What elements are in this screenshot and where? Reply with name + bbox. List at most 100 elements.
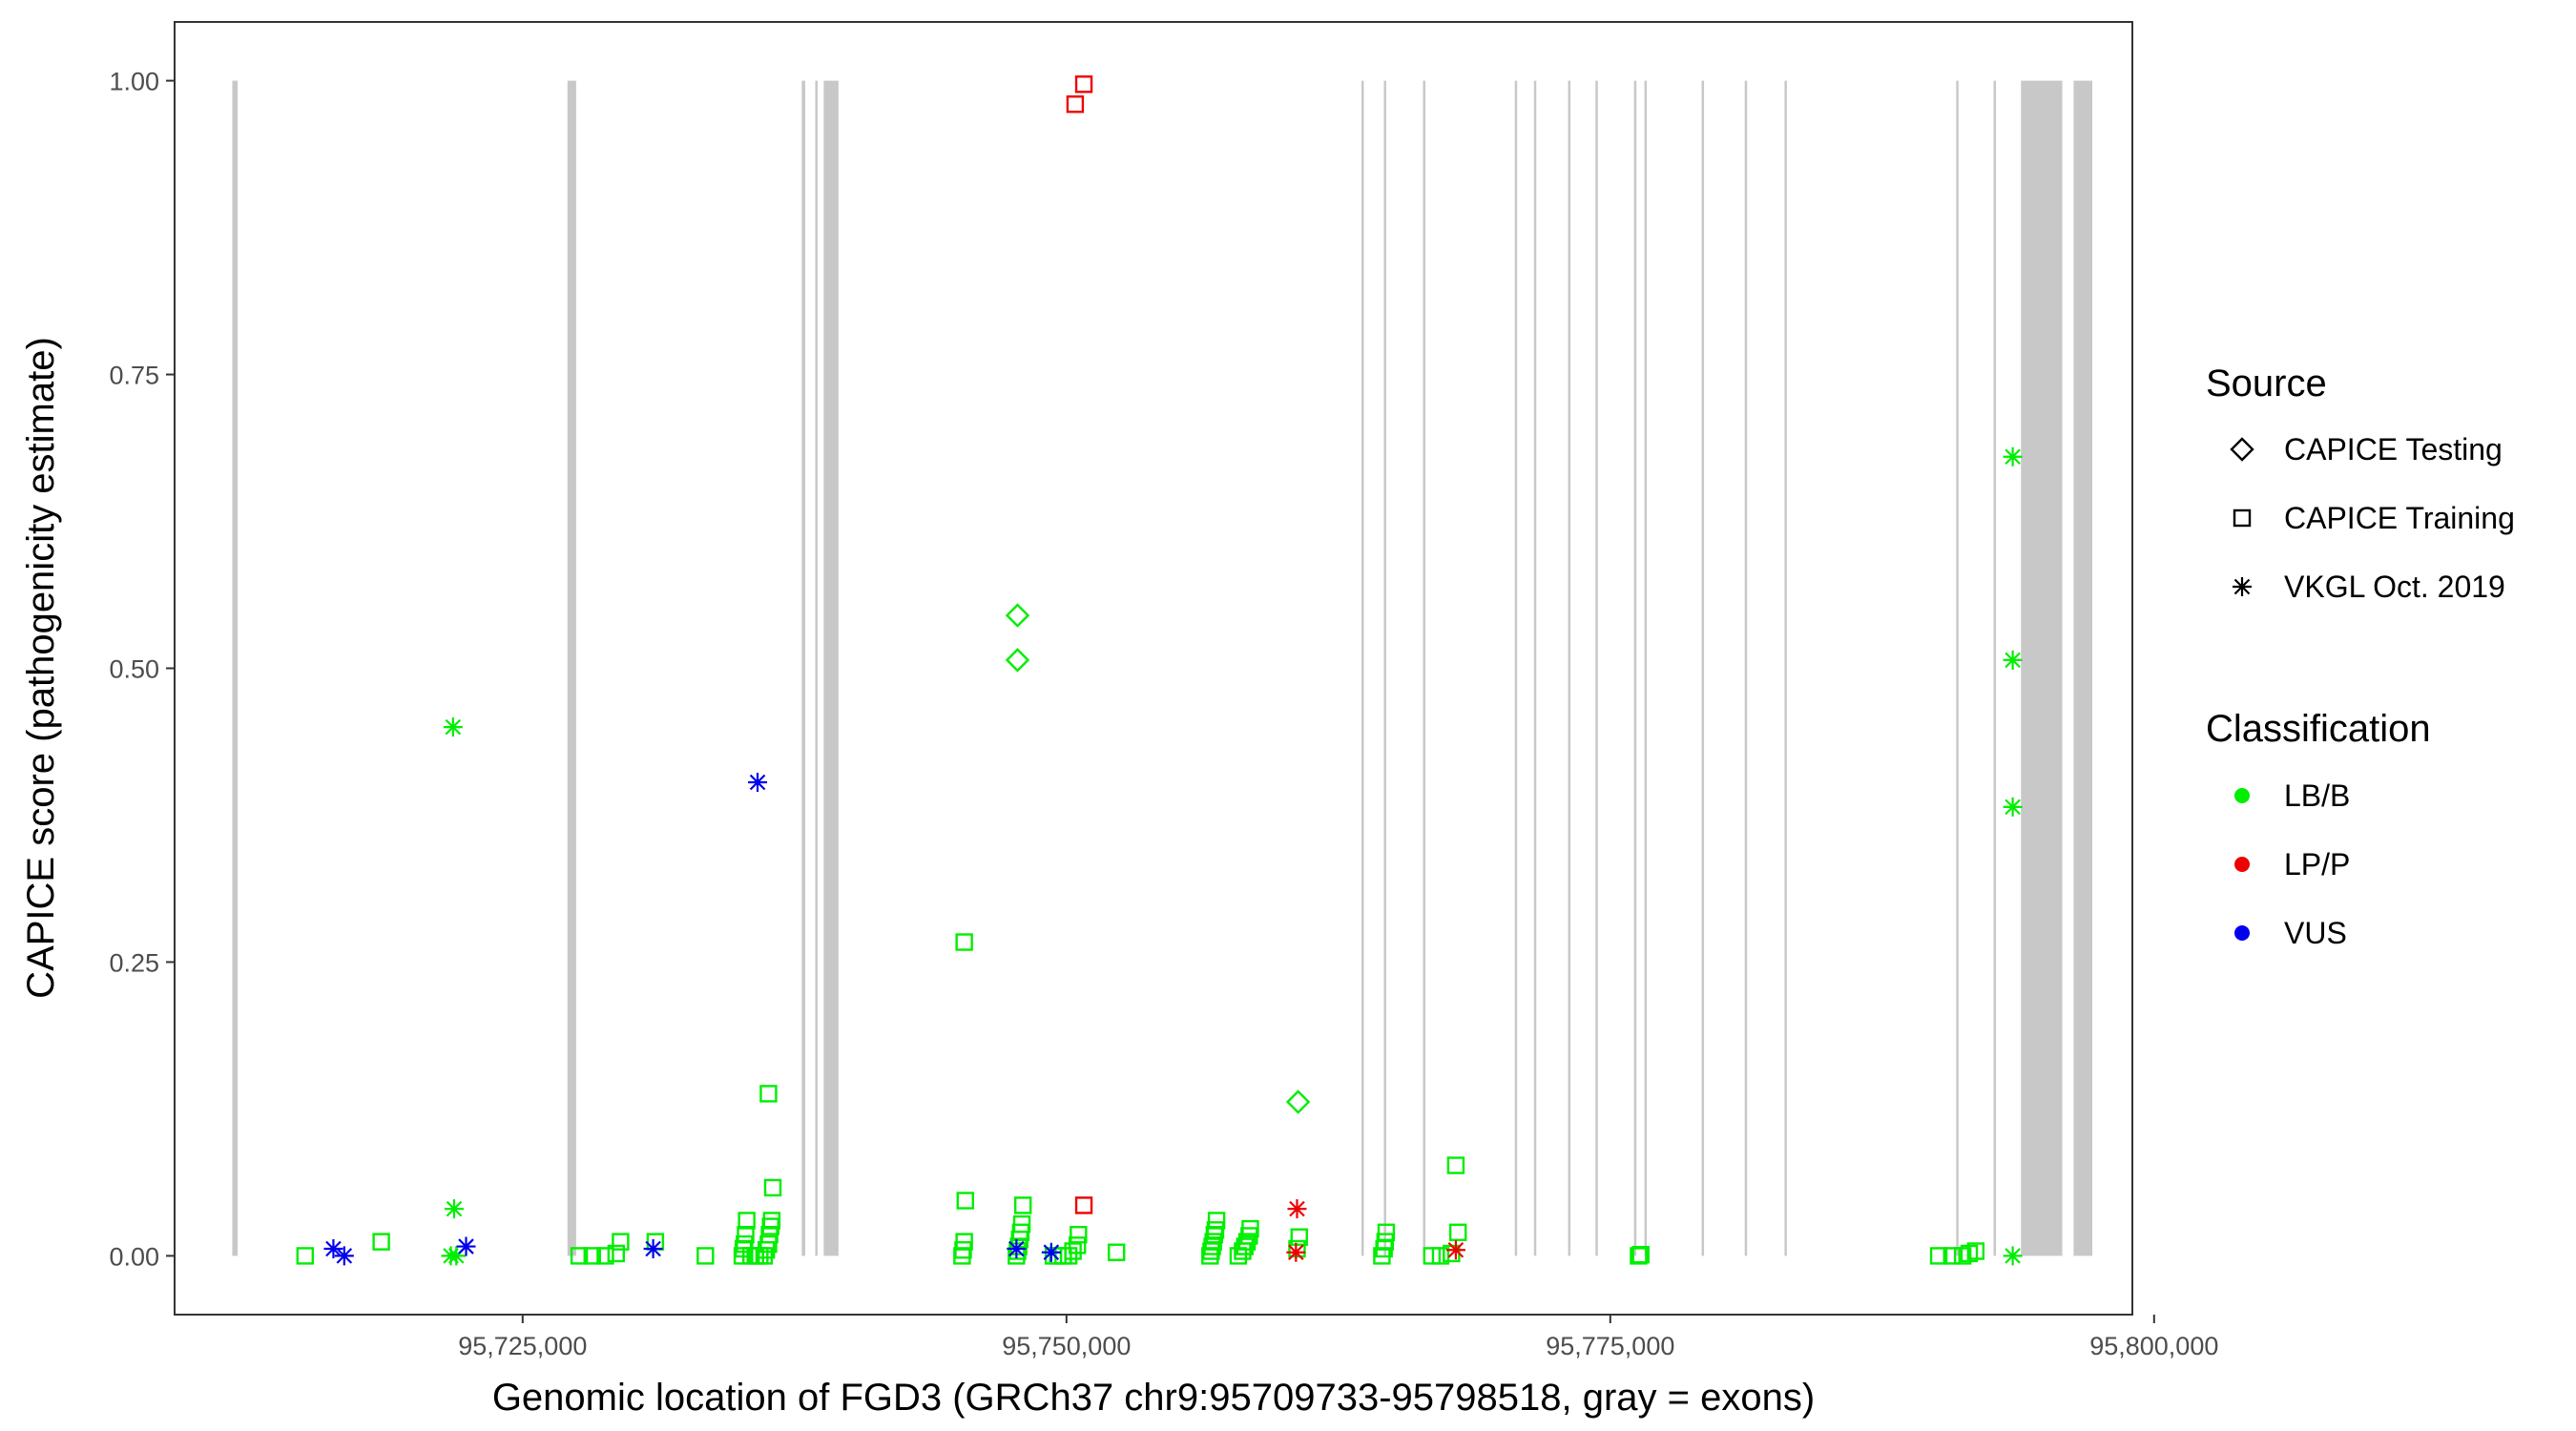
exon-band — [567, 80, 576, 1256]
data-point — [1237, 1233, 1257, 1251]
data-point — [1070, 1226, 1088, 1244]
data-point — [1236, 1237, 1254, 1255]
legend-key-dot — [2234, 788, 2250, 803]
y-tick-label: 0.75 — [109, 362, 159, 390]
data-point — [1005, 603, 1030, 628]
data-point — [1287, 1199, 1307, 1219]
exon-band — [1568, 80, 1571, 1256]
x-tick-label: 95,775,000 — [1546, 1332, 1674, 1360]
data-point — [1966, 1242, 1985, 1260]
exon-band — [1361, 80, 1364, 1256]
data-point — [1068, 1236, 1087, 1255]
y-axis-title: CAPICE score (pathogenicity estimate) — [20, 337, 62, 999]
data-point — [2003, 1246, 2023, 1266]
y-tick-label: 0.25 — [109, 948, 159, 977]
data-point — [1066, 95, 1085, 114]
data-point — [696, 1247, 715, 1265]
data-point — [1013, 1196, 1032, 1214]
data-point — [2003, 446, 2023, 467]
exon-band — [1956, 80, 1959, 1256]
data-point — [444, 1199, 464, 1219]
legend-label: LP/P — [2284, 847, 2350, 881]
x-tick-label: 95,725,000 — [458, 1332, 587, 1360]
data-point — [1108, 1243, 1126, 1261]
data-point — [955, 933, 973, 951]
data-point — [1445, 1240, 1465, 1260]
exon-band — [1993, 80, 1997, 1256]
data-point — [1288, 1239, 1306, 1258]
data-point — [372, 1233, 390, 1251]
data-point — [1007, 1239, 1027, 1259]
data-point — [1446, 1156, 1465, 1174]
exon-layer — [232, 80, 2093, 1256]
data-point — [759, 1234, 778, 1254]
data-point — [1207, 1212, 1226, 1230]
legend-key-diamond — [2230, 437, 2254, 462]
exon-band — [1633, 80, 1637, 1256]
data-point — [1012, 1214, 1031, 1234]
data-point — [443, 717, 463, 737]
x-axis-title: Genomic location of FGD3 (GRCh37 chr9:95… — [492, 1377, 1815, 1419]
data-point — [296, 1247, 314, 1265]
data-point — [456, 1236, 476, 1256]
point-layer — [296, 75, 2023, 1266]
exon-band — [1701, 80, 1705, 1256]
data-point — [1630, 1247, 1648, 1265]
data-point — [1074, 75, 1093, 93]
data-point — [643, 1239, 663, 1259]
x-tick-label: 95,800,000 — [2089, 1332, 2218, 1360]
legend-key-asterisk — [2233, 577, 2252, 596]
y-tick-label: 0.50 — [109, 655, 159, 684]
legend-label: VKGL Oct. 2019 — [2284, 570, 2505, 604]
y-tick-label: 1.00 — [109, 68, 159, 96]
data-point — [737, 1212, 756, 1230]
data-point — [334, 1246, 354, 1266]
data-point — [1074, 1196, 1093, 1214]
exon-band — [1644, 80, 1648, 1256]
data-point — [1929, 1247, 1948, 1265]
data-point — [570, 1247, 589, 1265]
legend-key-dot — [2234, 857, 2250, 872]
data-point — [1290, 1228, 1308, 1246]
data-point — [1631, 1245, 1650, 1264]
data-point — [2003, 650, 2023, 670]
y-axis: 0.00 0.25 0.50 0.75 1.00 — [109, 68, 175, 1271]
data-point — [1041, 1242, 1061, 1262]
data-point — [755, 1247, 774, 1265]
data-point — [447, 1246, 467, 1266]
legend-label: LB/B — [2284, 778, 2350, 813]
data-point — [1448, 1223, 1467, 1241]
exon-band — [815, 80, 818, 1256]
legend-key-dot — [2234, 925, 2250, 941]
exon-band — [1383, 80, 1386, 1256]
data-point — [607, 1244, 626, 1263]
data-point — [737, 1226, 755, 1244]
exon-band — [801, 80, 805, 1256]
legend-label: CAPICE Training — [2284, 501, 2515, 535]
data-point — [955, 1233, 973, 1251]
exon-band — [823, 80, 839, 1256]
exon-band — [1533, 80, 1537, 1256]
data-point — [1241, 1219, 1259, 1238]
data-point — [583, 1247, 601, 1265]
exon-band — [1595, 80, 1598, 1256]
data-point — [1285, 1089, 1311, 1114]
exon-band — [2021, 80, 2063, 1256]
data-point — [1376, 1233, 1395, 1251]
x-axis: 95,725,000 95,750,000 95,775,000 95,800,000 — [458, 1315, 2218, 1360]
legend: Source CAPICE Testing CAPICE Training VKGL … — [2206, 363, 2515, 950]
data-point — [323, 1239, 343, 1259]
exon-band — [2073, 80, 2093, 1256]
y-tick-label: 0.00 — [109, 1242, 159, 1271]
exon-band — [232, 80, 239, 1256]
data-point — [1942, 1247, 1961, 1265]
exon-band — [1784, 80, 1787, 1256]
data-point — [2003, 797, 2023, 817]
legend-label: CAPICE Testing — [2284, 432, 2503, 467]
data-point — [1206, 1221, 1225, 1239]
data-point — [748, 772, 768, 792]
exon-band — [1514, 80, 1518, 1256]
